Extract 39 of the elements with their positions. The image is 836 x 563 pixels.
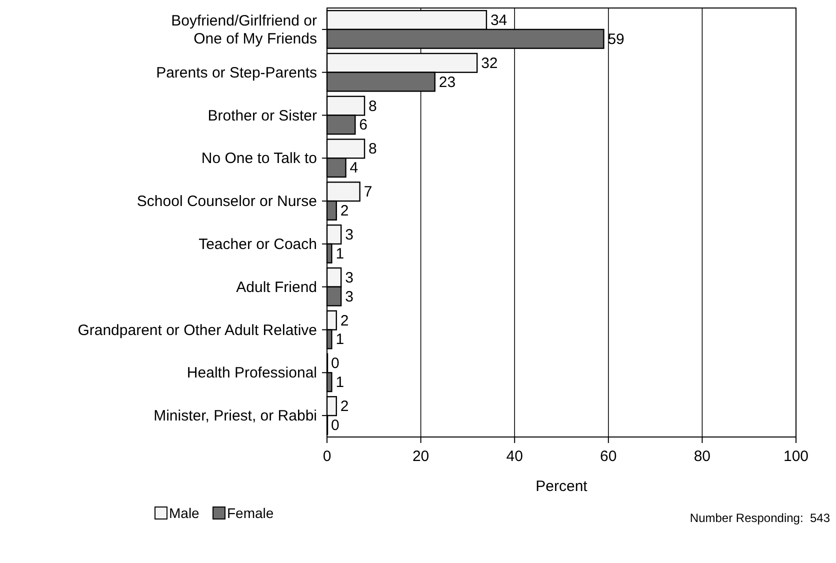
- y-tick-label: Minister, Priest, or Rabbi: [154, 408, 317, 425]
- data-label: 4: [350, 160, 358, 177]
- data-label: 3: [345, 226, 354, 244]
- data-label: 1: [336, 245, 344, 262]
- y-tick-label: No One to Talk to: [201, 150, 317, 168]
- y-tick-label: Brother or Sister: [208, 107, 317, 124]
- x-tick-label: 20: [412, 448, 430, 465]
- data-label: 32: [481, 54, 498, 72]
- data-label: 2: [340, 202, 349, 220]
- y-tick-label: Teacher or Coach: [198, 236, 317, 253]
- data-label: 1: [336, 331, 344, 348]
- legend-label: Male: [169, 505, 200, 521]
- text: Number Responding: 543: [690, 511, 830, 525]
- data-label: 8: [368, 98, 377, 115]
- data-label: 1: [336, 374, 344, 392]
- y-tick-label: Parents or Step-Parents: [156, 64, 317, 82]
- x-tick-label: 60: [600, 448, 617, 465]
- data-label: 7: [364, 184, 372, 201]
- legend-label: Female: [227, 505, 274, 521]
- y-tick-label: School Counselor or Nurse: [136, 193, 317, 210]
- y-tick-label: Health Professional: [186, 364, 317, 382]
- data-label: 6: [359, 116, 368, 134]
- data-label: 2: [340, 312, 349, 330]
- x-tick-label: 40: [506, 448, 523, 465]
- data-label: 2: [340, 398, 349, 416]
- y-tick-label: Grandparent or Other Adult Relative: [78, 322, 317, 339]
- x-axis-title: Percent: [536, 478, 588, 495]
- y-tick-label: Adult Friend: [236, 278, 317, 296]
- y-tick-label: Boyfriend/Girlfriend or One of My Friends: [171, 12, 317, 48]
- data-label: 3: [345, 288, 354, 306]
- data-label: 23: [438, 74, 456, 91]
- data-label: 0: [331, 355, 340, 372]
- data-label: 34: [490, 12, 508, 30]
- data-label: 0: [331, 416, 340, 434]
- x-tick-label: 0: [322, 448, 332, 465]
- x-tick-label: 100: [783, 448, 809, 465]
- data-label: 3: [345, 269, 354, 286]
- data-label: 8: [368, 140, 377, 158]
- x-tick-label: 80: [694, 448, 711, 465]
